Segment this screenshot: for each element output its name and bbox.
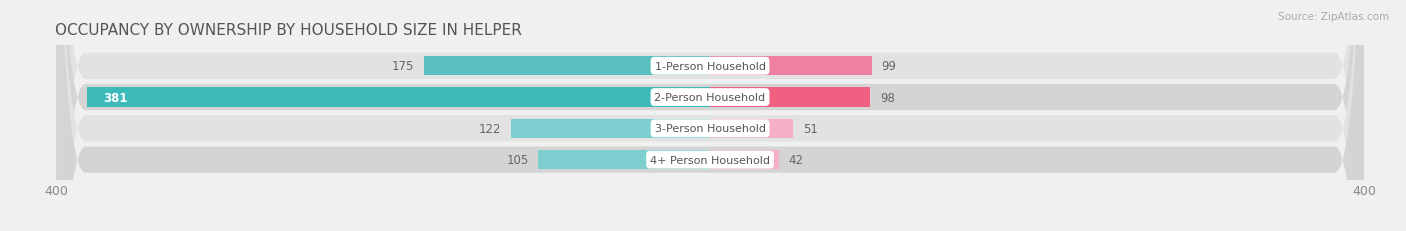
Text: 381: 381 — [104, 91, 128, 104]
Text: 175: 175 — [392, 60, 415, 73]
Bar — [710, 150, 779, 170]
Bar — [425, 57, 710, 76]
FancyBboxPatch shape — [56, 0, 1364, 231]
Bar — [710, 57, 872, 76]
Text: 98: 98 — [880, 91, 894, 104]
Text: 4+ Person Household: 4+ Person Household — [650, 155, 770, 165]
Text: 42: 42 — [789, 153, 803, 166]
Text: 2-Person Household: 2-Person Household — [654, 93, 766, 103]
Text: 99: 99 — [882, 60, 897, 73]
Bar — [710, 119, 793, 138]
Text: 122: 122 — [478, 122, 501, 135]
Text: 1-Person Household: 1-Person Household — [655, 61, 765, 71]
Bar — [87, 88, 710, 107]
Bar — [510, 119, 710, 138]
Bar — [710, 88, 870, 107]
FancyBboxPatch shape — [56, 0, 1364, 231]
Text: Source: ZipAtlas.com: Source: ZipAtlas.com — [1278, 12, 1389, 21]
FancyBboxPatch shape — [56, 0, 1364, 231]
Text: 3-Person Household: 3-Person Household — [655, 124, 765, 134]
Text: 105: 105 — [506, 153, 529, 166]
Text: OCCUPANCY BY OWNERSHIP BY HOUSEHOLD SIZE IN HELPER: OCCUPANCY BY OWNERSHIP BY HOUSEHOLD SIZE… — [55, 23, 522, 38]
FancyBboxPatch shape — [56, 0, 1364, 231]
Text: 51: 51 — [803, 122, 818, 135]
Bar — [538, 150, 710, 170]
